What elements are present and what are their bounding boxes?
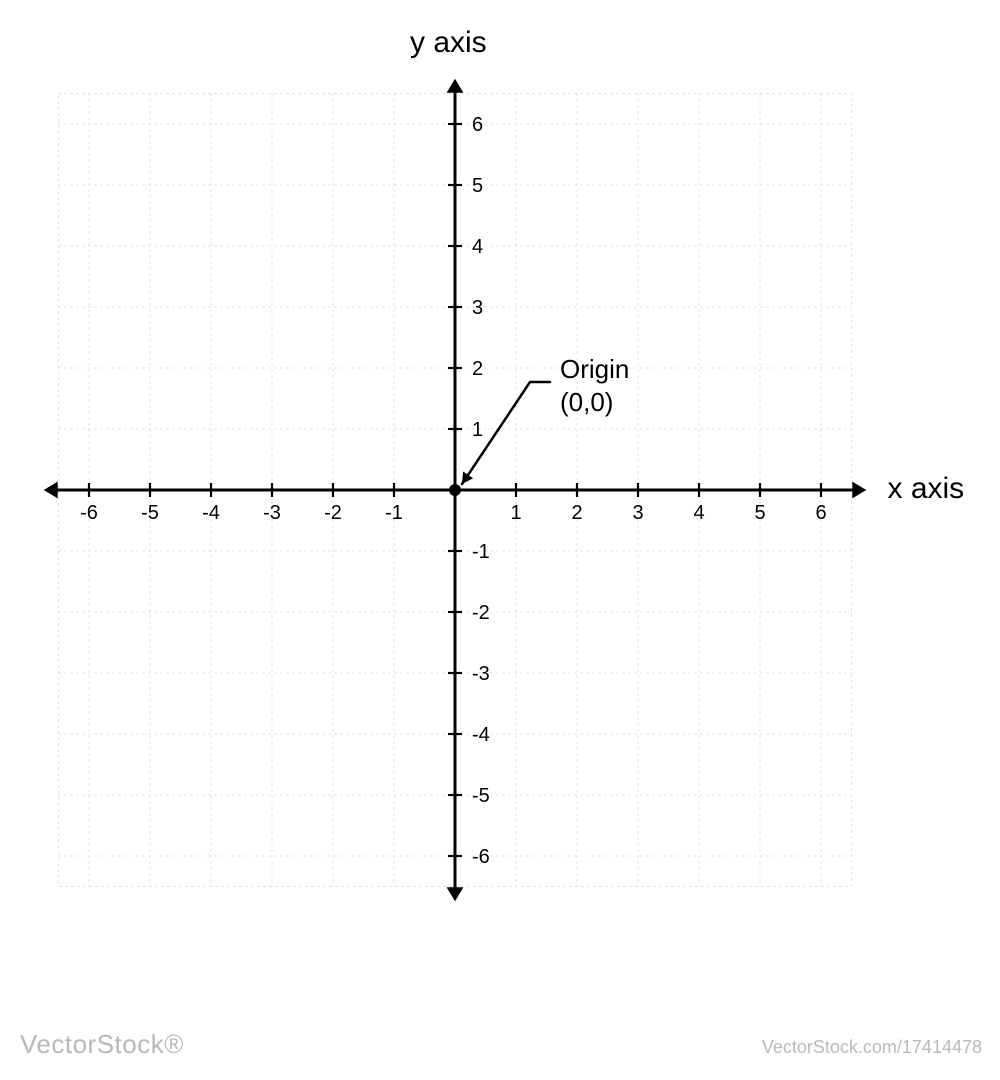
x-tick-label: 1: [510, 502, 521, 524]
watermark-left: VectorStock®: [20, 1029, 184, 1060]
y-tick-label: 5: [472, 175, 483, 197]
origin-point: [449, 484, 461, 496]
y-tick-label: -2: [472, 602, 490, 624]
origin-callout-label: Origin (0,0): [560, 353, 629, 418]
coordinate-plane: -6 -5 -4 -3 -2 -1 1 2 3 4 5 6 -6 -5 -4 -3 -2 -1 1 2 3 4 5 6: [0, 0, 1000, 1080]
x-tick-label: -5: [141, 502, 159, 524]
x-tick-label: -2: [324, 502, 342, 524]
watermark-right: VectorStock.com/17414478: [762, 1037, 982, 1058]
y-axis-title: y axis: [410, 26, 487, 60]
y-tick-label: 1: [472, 419, 483, 441]
x-tick-label: -3: [263, 502, 281, 524]
x-tick-label: 4: [693, 502, 704, 524]
x-tick-label: -6: [80, 502, 98, 524]
origin-callout-line2: (0,0): [560, 387, 613, 417]
x-tick-label: 5: [754, 502, 765, 524]
y-tick-label: -3: [472, 663, 490, 685]
y-tick-label: -6: [472, 846, 490, 868]
y-tick-label: -4: [472, 724, 490, 746]
x-tick-label: 3: [632, 502, 643, 524]
y-tick-label: 2: [472, 358, 483, 380]
y-tick-label: 6: [472, 114, 483, 136]
x-axis-title: x axis: [888, 472, 965, 506]
y-tick-label: -5: [472, 785, 490, 807]
origin-callout-line1: Origin: [560, 354, 629, 384]
x-tick-label: 6: [815, 502, 826, 524]
y-tick-label: 4: [472, 236, 483, 258]
x-tick-label: 2: [571, 502, 582, 524]
y-tick-label: -1: [472, 541, 490, 563]
y-tick-label: 3: [472, 297, 483, 319]
x-tick-label: -4: [202, 502, 220, 524]
x-tick-label: -1: [385, 502, 403, 524]
